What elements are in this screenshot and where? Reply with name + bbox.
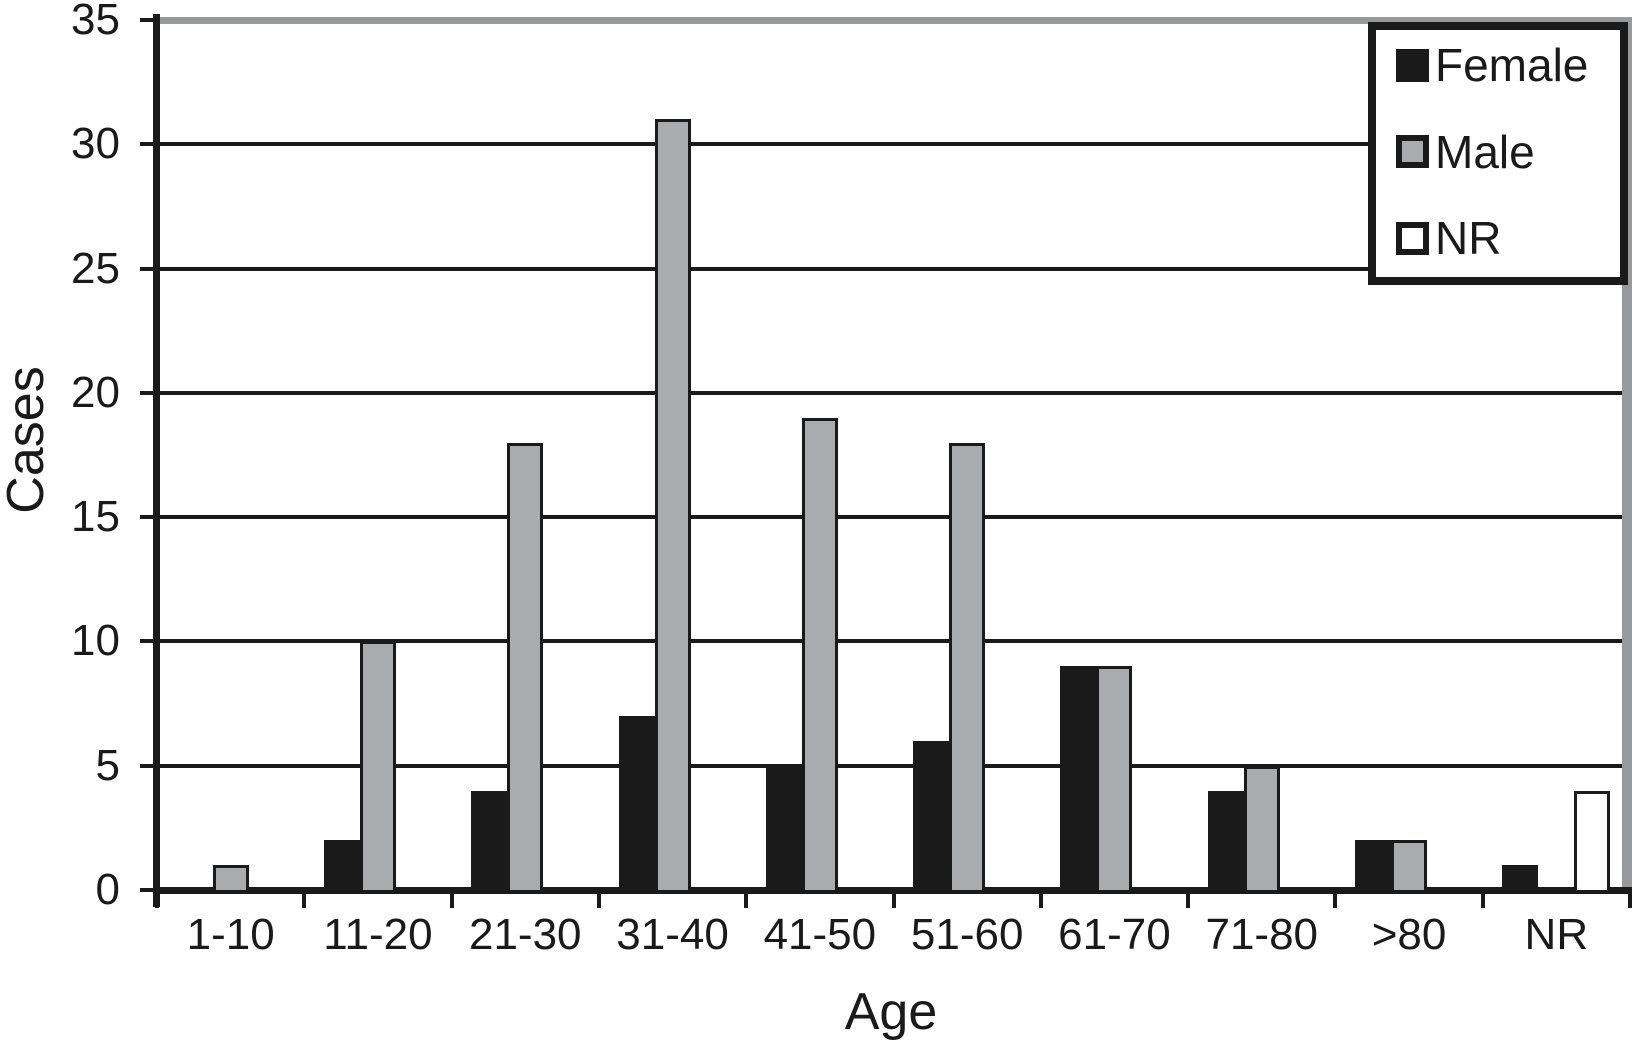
- y-axis-title: Cases: [0, 366, 55, 514]
- x-tick-8: [1333, 893, 1338, 908]
- y-tick-label-30: 30: [71, 119, 120, 169]
- x-tick-label-1-10: 1-10: [186, 910, 275, 959]
- y-tick-label-25: 25: [71, 243, 120, 293]
- y-axis: [153, 14, 160, 907]
- bar-female-51-60: [913, 740, 950, 890]
- y-tick-35: [140, 18, 155, 22]
- y-tick-10: [140, 639, 155, 644]
- y-tick-label-10: 10: [71, 616, 120, 666]
- x-tick-label-11-20: 11-20: [323, 910, 433, 959]
- gridline-10: [160, 639, 1622, 644]
- bar-male-21-30: [507, 442, 544, 890]
- plot-right-shadow: [1622, 17, 1632, 893]
- bar-male-51-60: [949, 442, 986, 890]
- gridline-30: [160, 142, 1622, 147]
- x-tick-7: [1186, 893, 1191, 908]
- x-axis: [153, 887, 1632, 894]
- bar-female-71-80: [1207, 790, 1244, 890]
- x-tick-label->80: >80: [1371, 910, 1447, 959]
- legend-swatch-female-icon: [1396, 48, 1429, 82]
- gridline-25: [160, 266, 1622, 271]
- y-tick-label-0: 0: [95, 865, 120, 914]
- bar-female-31-40: [618, 716, 655, 890]
- bar-male-1-10: [212, 865, 249, 890]
- bar-female->80: [1355, 840, 1392, 890]
- plot-top-border: [154, 17, 1632, 24]
- x-tick-label-41-50: 41-50: [763, 910, 877, 959]
- legend-item-male: Male: [1396, 129, 1612, 175]
- legend-item-nr: NR: [1396, 215, 1612, 261]
- y-tick-5: [140, 763, 155, 768]
- x-tick-4: [744, 893, 749, 908]
- y-tick-label-20: 20: [71, 367, 120, 417]
- x-axis-title: Age: [844, 983, 938, 1041]
- bar-female-21-30: [471, 790, 508, 890]
- x-tick-3: [596, 893, 601, 908]
- bar-male-61-70: [1096, 666, 1133, 890]
- y-tick-0: [140, 888, 155, 892]
- bar-female-11-20: [323, 840, 360, 890]
- bar-male-41-50: [801, 417, 838, 890]
- bar-female-61-70: [1060, 666, 1097, 890]
- x-tick-label-NR: NR: [1524, 910, 1589, 959]
- x-tick-9: [1480, 893, 1485, 908]
- y-tick-label-35: 35: [71, 0, 120, 44]
- gridline-15: [160, 515, 1622, 520]
- x-tick-label-31-40: 31-40: [616, 910, 729, 959]
- y-tick-25: [140, 266, 155, 271]
- legend-label-nr: NR: [1435, 212, 1502, 264]
- y-tick-20: [140, 390, 155, 395]
- bar-male-71-80: [1243, 765, 1280, 890]
- legend-swatch-nr-icon: [1396, 221, 1429, 255]
- legend-label-female: Female: [1435, 39, 1589, 91]
- x-tick-1: [302, 893, 307, 908]
- x-tick-10: [1628, 893, 1632, 908]
- x-tick-6: [1038, 893, 1043, 908]
- x-tick-label-21-30: 21-30: [468, 910, 582, 959]
- bar-male->80: [1391, 840, 1428, 890]
- x-tick-label-51-60: 51-60: [910, 910, 1024, 959]
- legend: Female Male NR: [1368, 22, 1628, 285]
- x-tick-2: [449, 893, 454, 908]
- y-tick-30: [140, 142, 155, 147]
- x-tick-5: [891, 893, 896, 908]
- y-tick-label-15: 15: [71, 492, 120, 542]
- bar-female-41-50: [765, 765, 802, 890]
- gridline-5: [160, 763, 1622, 768]
- bar-male-11-20: [359, 641, 396, 890]
- gridline-20: [160, 390, 1622, 395]
- bar-male-31-40: [654, 119, 691, 890]
- legend-swatch-male-icon: [1396, 135, 1429, 168]
- x-tick-label-61-70: 61-70: [1058, 910, 1171, 959]
- y-tick-15: [140, 515, 155, 520]
- bar-nr-NR: [1574, 790, 1611, 890]
- x-tick-label-71-80: 71-80: [1205, 910, 1319, 959]
- y-tick-label-5: 5: [95, 740, 120, 790]
- legend-item-female: Female: [1396, 42, 1612, 88]
- legend-label-male: Male: [1435, 125, 1535, 178]
- bar-female-NR: [1502, 865, 1539, 890]
- x-tick-0: [155, 893, 159, 908]
